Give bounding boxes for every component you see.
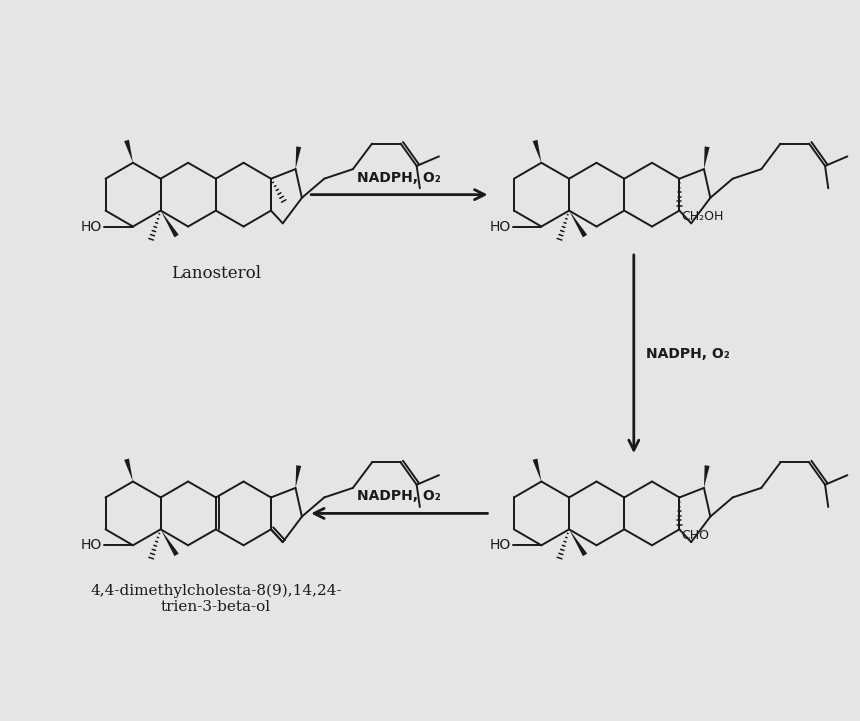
Text: CH₂OH: CH₂OH [681, 210, 724, 223]
Text: HO: HO [81, 539, 102, 552]
Polygon shape [296, 465, 301, 488]
Text: Lanosterol: Lanosterol [171, 265, 261, 282]
Text: NADPH, O₂: NADPH, O₂ [358, 490, 441, 503]
Polygon shape [704, 146, 709, 169]
Text: 4,4-dimethylcholesta-8(9),14,24-
trien-3-beta-ol: 4,4-dimethylcholesta-8(9),14,24- trien-3… [90, 583, 341, 614]
Polygon shape [569, 529, 587, 556]
Text: HO: HO [489, 219, 511, 234]
Polygon shape [704, 465, 709, 488]
Polygon shape [161, 529, 179, 556]
Polygon shape [124, 459, 133, 482]
Polygon shape [161, 211, 179, 237]
Text: HO: HO [81, 219, 102, 234]
Polygon shape [296, 146, 301, 169]
Text: NADPH, O₂: NADPH, O₂ [358, 171, 441, 185]
Text: CHO: CHO [681, 528, 709, 541]
Polygon shape [532, 459, 541, 482]
Text: NADPH, O₂: NADPH, O₂ [646, 347, 729, 361]
Text: HO: HO [489, 539, 511, 552]
Polygon shape [124, 140, 133, 163]
Polygon shape [532, 140, 541, 163]
Polygon shape [569, 211, 587, 237]
